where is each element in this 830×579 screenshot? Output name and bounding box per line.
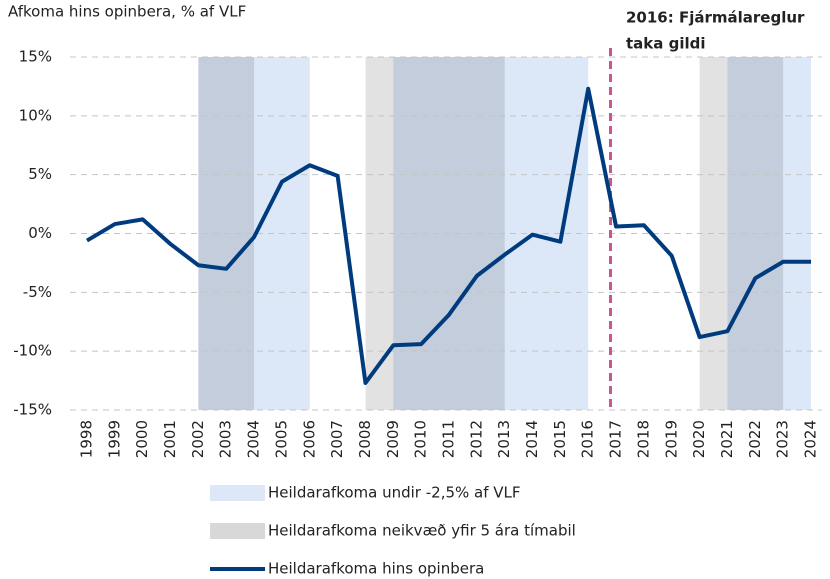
chart-title: Afkoma hins opinbera, % af VLF [8,3,246,21]
annotation: taka gildi [626,35,706,53]
x-tick-label: 2003 [217,420,235,458]
x-tick-label: 1998 [78,420,96,458]
y-tick-label: -5% [23,283,52,301]
x-tick-label: 2015 [551,420,569,458]
x-tick-label: 2013 [495,420,513,458]
x-tick-label: 2014 [523,420,541,458]
x-tick-label: 2020 [690,420,708,458]
annotation: 2016: Fjármálareglur [626,9,805,27]
x-tick-label: 2002 [189,420,207,458]
legend-label: Heildarafkoma undir -2,5% af VLF [268,484,521,502]
x-tick-label: 2011 [440,420,458,458]
x-tick-label: 2010 [412,420,430,458]
x-tick-label: 2022 [746,420,764,458]
y-tick-label: 15% [19,48,52,66]
y-tick-label: 5% [28,165,52,183]
x-tick-label: 2000 [133,420,151,458]
x-tick-label: 2009 [384,420,402,458]
x-tick-label: 2024 [802,420,820,458]
x-tick-label: 2004 [245,420,263,458]
y-tick-label: -15% [13,401,52,419]
x-tick-label: 2005 [272,420,290,458]
legend-swatch [210,523,265,539]
legend-swatch [210,485,265,501]
x-tick-label: 1999 [105,420,123,458]
x-tick-label: 2021 [718,420,736,458]
x-tick-label: 2001 [161,420,179,458]
data-line [85,86,811,385]
x-tick-label: 2017 [607,420,625,458]
y-tick-label: -10% [13,342,52,360]
legend-label: Heildarafkoma hins opinbera [268,560,484,578]
legend-label: Heildarafkoma neikvæð yfir 5 ára tímabil [268,522,576,540]
x-tick-label: 2012 [467,420,485,458]
x-tick-label: 2018 [634,420,652,458]
x-tick-label: 2008 [356,420,374,458]
x-tick-label: 2019 [662,420,680,458]
x-tick-label: 2006 [300,420,318,458]
y-tick-label: 0% [28,224,52,242]
x-tick-label: 2023 [774,420,792,458]
x-tick-label: 2007 [328,420,346,458]
y-tick-label: 10% [19,106,52,124]
x-tick-label: 2016 [579,420,597,458]
